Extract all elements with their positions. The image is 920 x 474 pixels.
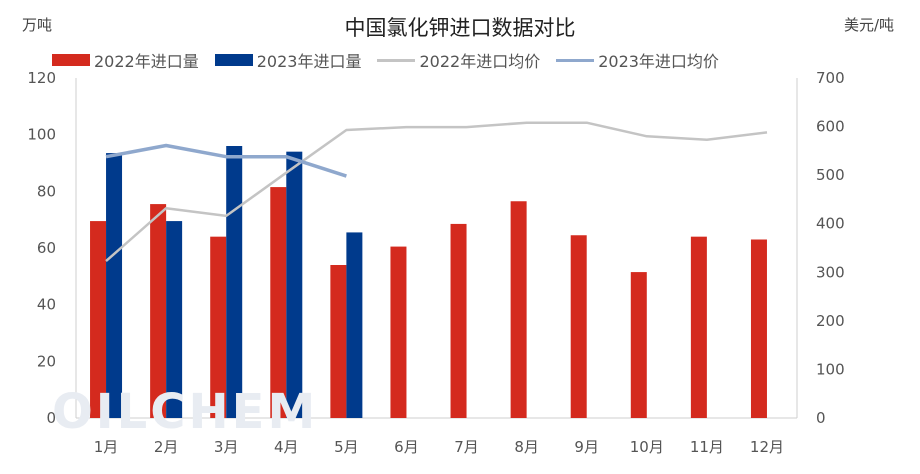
line-2023年进口均价 bbox=[105, 143, 347, 178]
y-right-tick-label: 300 bbox=[816, 263, 845, 281]
y-right-tick-label: 0 bbox=[816, 409, 826, 427]
y-left-tick-label: 100 bbox=[27, 126, 56, 144]
left-axis-unit: 万吨 bbox=[22, 16, 53, 34]
y-right-tick-label: 100 bbox=[816, 360, 845, 378]
right-axis-unit: 美元/吨 bbox=[843, 16, 894, 34]
bar-2023年进口量-4月 bbox=[286, 151, 303, 418]
y-right-tick-label: 700 bbox=[816, 69, 845, 87]
x-tick-label: 3月 bbox=[214, 438, 239, 456]
bar-2023年进口量-5月 bbox=[346, 232, 363, 418]
legend-label-2023-volume: 2023年进口量 bbox=[256, 52, 362, 71]
bar-2023年进口量-1月 bbox=[106, 153, 123, 419]
bar-2022年进口量-10月 bbox=[630, 272, 647, 418]
legend-item-2023-price: 2023年进口均价 bbox=[556, 48, 719, 72]
legend-item-2022-volume: 2022年进口量 bbox=[52, 48, 199, 72]
x-tick-label: 6月 bbox=[394, 438, 419, 456]
legend-label-2023-price: 2023年进口均价 bbox=[598, 52, 719, 71]
legend-swatch-2023-volume bbox=[214, 54, 253, 66]
bar-2022年进口量-1月 bbox=[90, 221, 107, 418]
bar-2023年进口量-3月 bbox=[226, 146, 243, 418]
y-right-tick-label: 400 bbox=[816, 215, 845, 233]
legend-swatch-2023-price bbox=[556, 58, 595, 62]
x-tick-label: 9月 bbox=[574, 438, 599, 456]
y-right-tick-label: 200 bbox=[816, 312, 845, 330]
y-left-tick-label: 80 bbox=[37, 182, 56, 200]
chart-title: 中国氯化钾进口数据对比 bbox=[344, 16, 576, 40]
y-right-tick-label: 600 bbox=[816, 118, 845, 136]
x-tick-label: 4月 bbox=[274, 438, 299, 456]
legend: 2022年进口量 2023年进口量 2022年进口均价 2023年进口均价 bbox=[52, 49, 735, 71]
x-tick-label: 2月 bbox=[154, 438, 179, 456]
y-left-tick-label: 40 bbox=[37, 296, 56, 314]
line-2022年进口均价 bbox=[105, 121, 768, 263]
x-tick-label: 1月 bbox=[94, 438, 119, 456]
x-tick-label: 11月 bbox=[690, 438, 724, 456]
x-tick-label: 5月 bbox=[334, 438, 359, 456]
legend-swatch-2022-volume bbox=[52, 54, 90, 66]
y-left-tick-label: 0 bbox=[46, 409, 56, 427]
x-tick-label: 10月 bbox=[630, 438, 664, 456]
watermark: OILCHEM bbox=[52, 384, 319, 440]
bar-2022年进口量-6月 bbox=[390, 246, 407, 418]
legend-label-2022-price: 2022年进口均价 bbox=[419, 52, 541, 71]
y-right-tick-label: 500 bbox=[816, 166, 845, 184]
bar-2022年进口量-3月 bbox=[210, 236, 227, 418]
bar-2023年进口量-2月 bbox=[166, 221, 183, 418]
bar-2022年进口量-7月 bbox=[450, 223, 467, 418]
bar-2022年进口量-8月 bbox=[510, 201, 527, 418]
bar-2022年进口量-9月 bbox=[570, 235, 587, 418]
x-tick-label: 12月 bbox=[750, 438, 784, 456]
y-left-tick-label: 60 bbox=[37, 239, 56, 257]
bar-2022年进口量-5月 bbox=[330, 265, 347, 418]
legend-label-2022-volume: 2022年进口量 bbox=[94, 52, 199, 71]
legend-swatch-2022-price bbox=[377, 58, 416, 62]
x-tick-label: 8月 bbox=[514, 438, 539, 456]
legend-item-2022-price: 2022年进口均价 bbox=[377, 48, 540, 72]
y-left-tick-label: 120 bbox=[27, 69, 56, 87]
bar-2022年进口量-2月 bbox=[150, 204, 167, 418]
y-left-tick-label: 20 bbox=[37, 352, 56, 370]
bar-2022年进口量-4月 bbox=[270, 187, 287, 418]
x-tick-label: 7月 bbox=[454, 438, 479, 456]
bar-2022年进口量-12月 bbox=[750, 239, 767, 418]
legend-item-2023-volume: 2023年进口量 bbox=[214, 48, 362, 72]
bar-2022年进口量-11月 bbox=[690, 236, 707, 418]
